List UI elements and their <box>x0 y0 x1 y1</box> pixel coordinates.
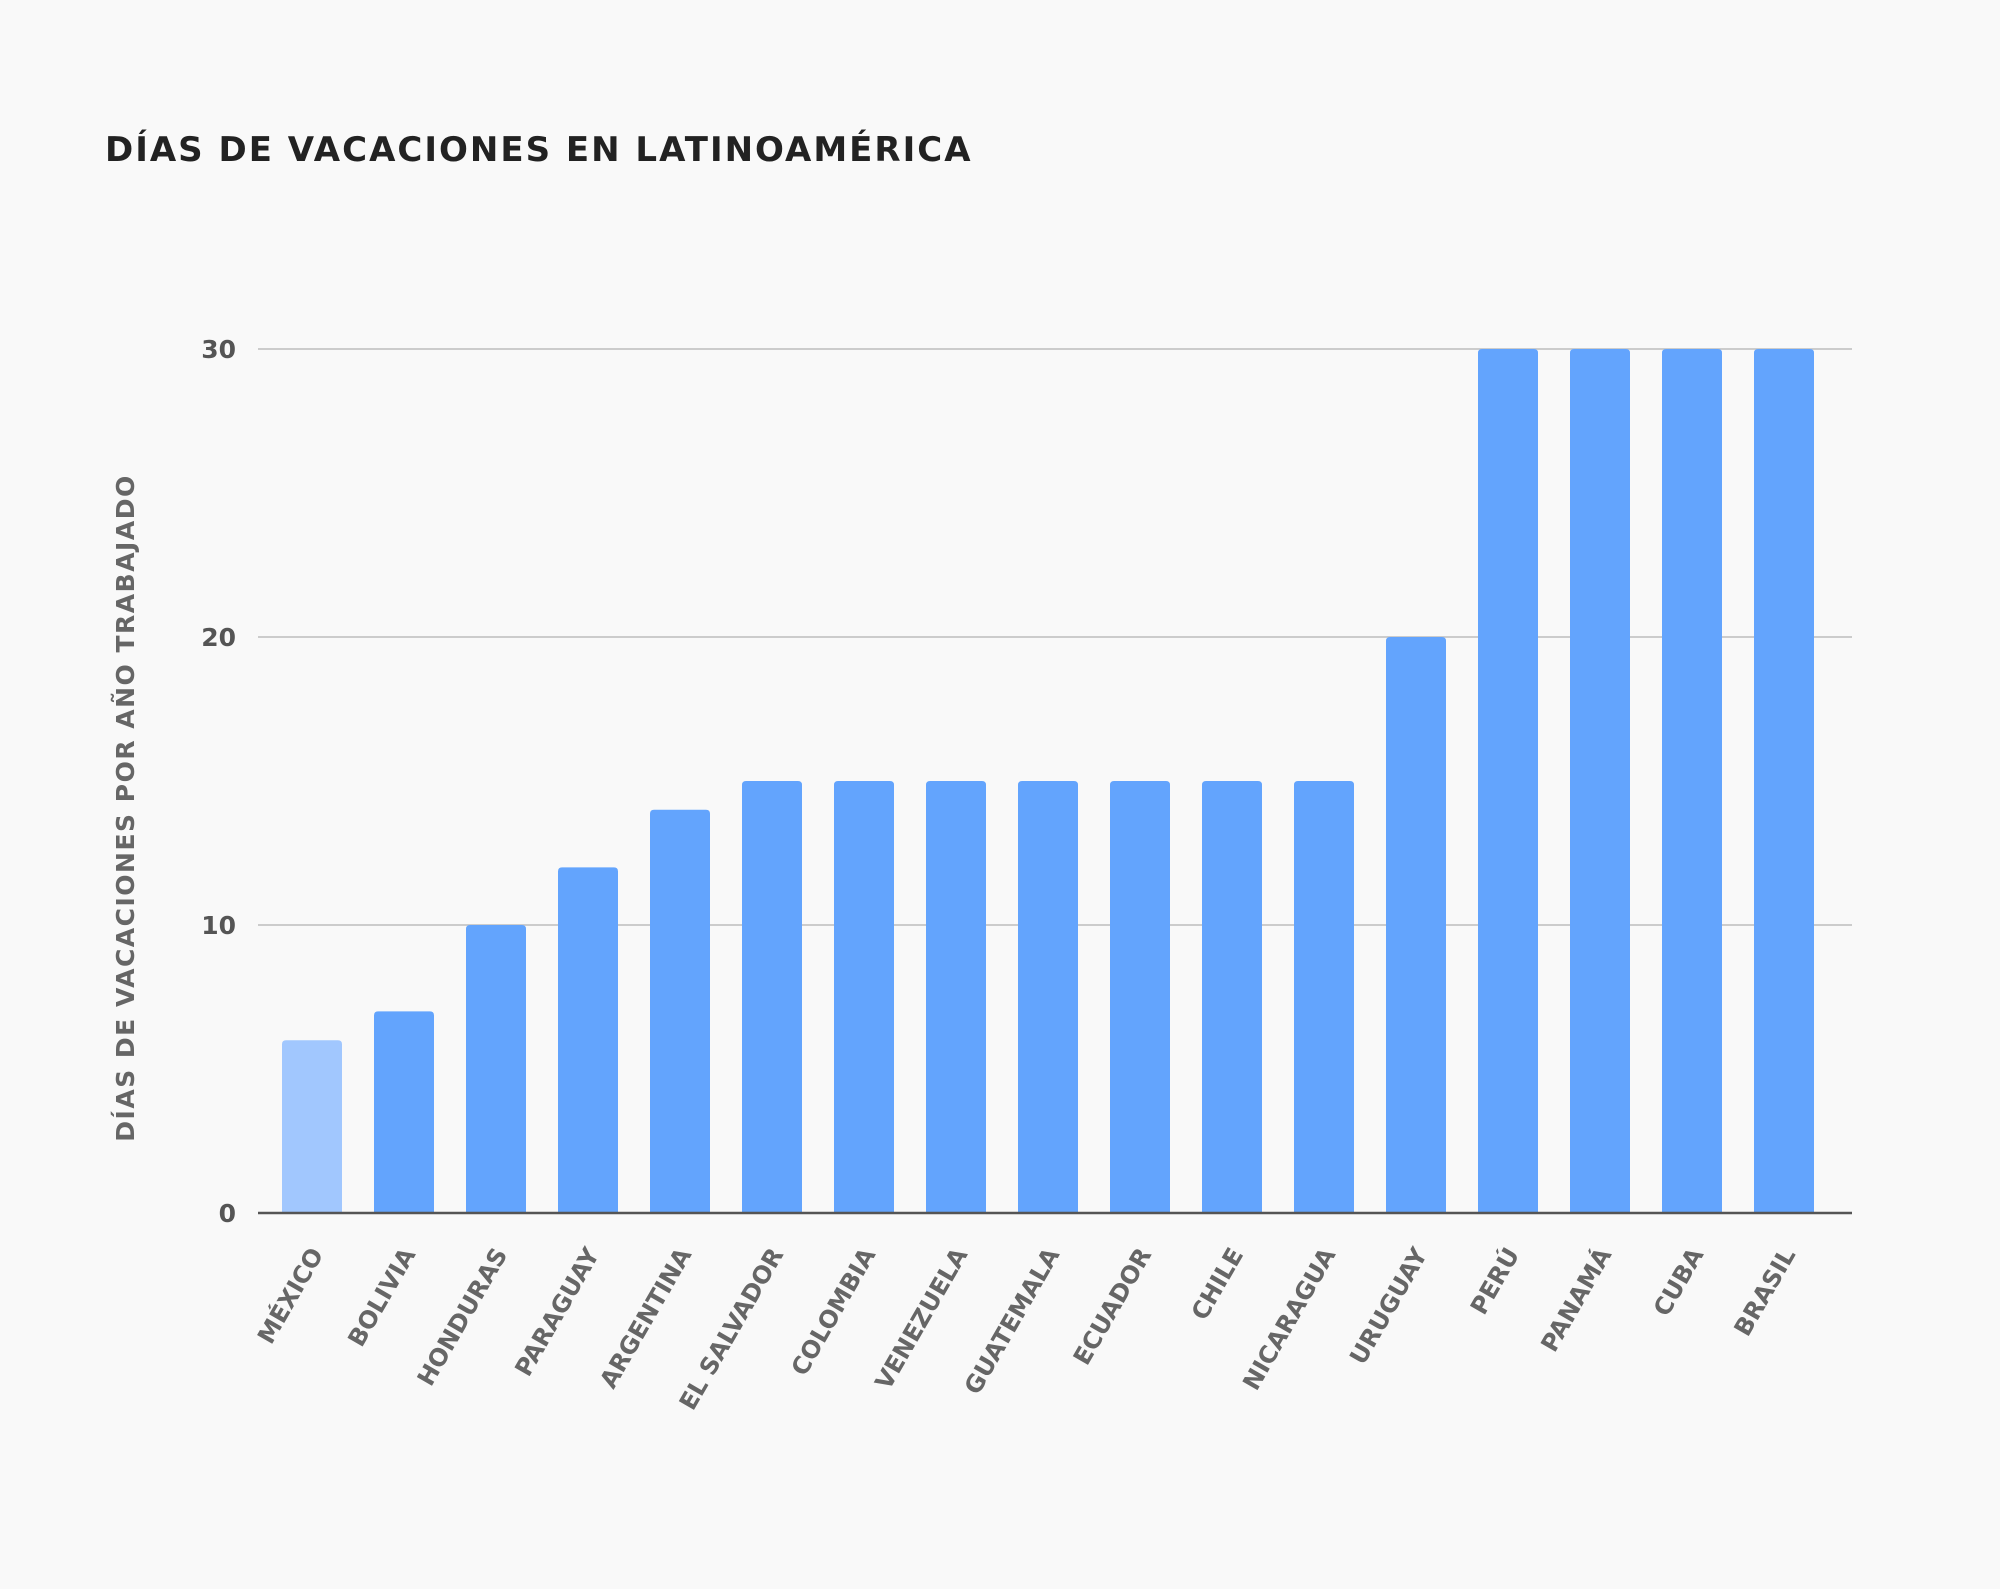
bar-brasil <box>1754 349 1814 1213</box>
bar-argentina <box>650 809 710 1213</box>
bar-colombia <box>834 781 894 1213</box>
y-tick-label: 30 <box>201 335 236 364</box>
bar-paraguay <box>558 867 618 1213</box>
bar-nicaragua <box>1294 781 1354 1213</box>
x-tick-label: PARAGUAY <box>509 1242 605 1380</box>
x-tick-label: PANAMÁ <box>1535 1242 1618 1357</box>
bar-el-salvador <box>742 781 802 1213</box>
x-tick-label: MÉXICO <box>251 1243 329 1349</box>
x-tick-label: HONDURAS <box>412 1243 513 1391</box>
bars <box>282 349 1814 1213</box>
bar-uruguay <box>1386 637 1446 1213</box>
y-tick-label: 20 <box>201 623 236 652</box>
x-tick-label: BRASIL <box>1729 1243 1802 1341</box>
y-tick-label: 0 <box>219 1199 236 1228</box>
x-tick-label: COLOMBIA <box>786 1243 882 1381</box>
bar-panamá <box>1570 349 1630 1213</box>
x-tick-label: CHILE <box>1186 1243 1249 1325</box>
x-tick-label: CUBA <box>1648 1243 1709 1321</box>
x-tick-label: VENEZUELA <box>870 1243 974 1395</box>
x-tick-label: GUATEMALA <box>959 1243 1066 1400</box>
x-tick-label: NICARAGUA <box>1237 1243 1341 1395</box>
bar-guatemala <box>1018 781 1078 1213</box>
bar-bolivia <box>374 1011 434 1213</box>
bar-venezuela <box>926 781 986 1213</box>
bar-perú <box>1478 349 1538 1213</box>
y-axis-title: DÍAS DE VACACIONES POR AÑO TRABAJADO <box>111 474 140 1141</box>
chart-title: DÍAS DE VACACIONES EN LATINOAMÉRICA <box>105 130 973 170</box>
x-tick-label: PERÚ <box>1463 1242 1525 1319</box>
bar-honduras <box>466 925 526 1213</box>
x-tick-label: BOLIVIA <box>342 1243 421 1352</box>
x-tick-label: EL SALVADOR <box>674 1243 789 1415</box>
bar-méxico <box>282 1040 342 1213</box>
labels: 0 10 20 30 MÉXICO BOLIVIAHONDURASPARAGUAYARGE… <box>201 335 1801 1415</box>
bar-cuba <box>1662 349 1722 1213</box>
bar-chile <box>1202 781 1262 1213</box>
bar-ecuador <box>1110 781 1170 1213</box>
y-tick-label: 10 <box>201 911 236 940</box>
x-tick-label: URUGUAY <box>1344 1242 1433 1369</box>
x-tick-label: ARGENTINA <box>594 1243 697 1394</box>
x-tick-label: ECUADOR <box>1068 1243 1157 1370</box>
